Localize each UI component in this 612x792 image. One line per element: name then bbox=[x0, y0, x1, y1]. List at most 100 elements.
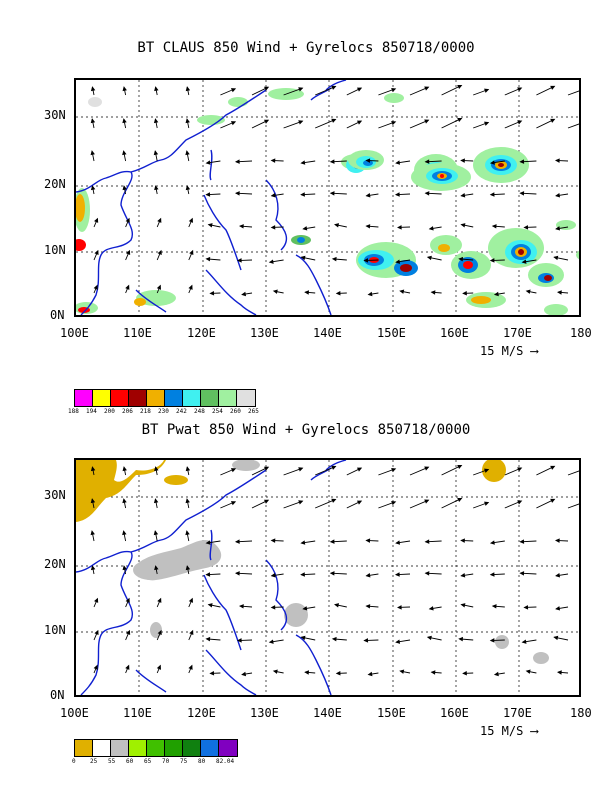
wind-vector-head bbox=[268, 639, 274, 644]
wind-vector bbox=[441, 85, 462, 96]
wind-vector-head bbox=[363, 258, 369, 263]
wind-vector-head bbox=[460, 193, 466, 198]
arrow-icon: ⟶ bbox=[530, 344, 538, 358]
panel2-lon-130e: 130E bbox=[250, 706, 279, 720]
panel1-lon-170e: 170E bbox=[503, 326, 532, 340]
wind-vector-head bbox=[356, 500, 363, 505]
wind-vector-head bbox=[230, 121, 237, 126]
wind-vector-head bbox=[209, 291, 215, 296]
panel1-colorbar-cell bbox=[93, 390, 111, 406]
panel1-colorbar-tick: 230 bbox=[158, 408, 169, 415]
wind-vector-head bbox=[188, 217, 193, 223]
wind-vector-head bbox=[424, 119, 430, 124]
wind-vector-head bbox=[424, 539, 430, 544]
panel1-colorbar-cell bbox=[75, 390, 93, 406]
panel1-colorbar-tick: 206 bbox=[122, 408, 133, 415]
panel2-colorbar-tick: 70 bbox=[162, 758, 170, 765]
wind-vector-head bbox=[122, 530, 127, 536]
wind-vector bbox=[315, 499, 336, 509]
wind-vector-head bbox=[189, 249, 194, 255]
wind-vector-head bbox=[185, 86, 191, 92]
wind-vector-head bbox=[457, 84, 463, 90]
panel1-lon-150e: 150E bbox=[377, 326, 406, 340]
wind-vector-head bbox=[185, 530, 190, 536]
wind-vector-head bbox=[298, 120, 304, 125]
wind-vector-head bbox=[268, 259, 274, 264]
panel1-lon-130e: 130E bbox=[250, 326, 279, 340]
wind-vector-head bbox=[205, 160, 211, 165]
wind-vector bbox=[441, 498, 462, 509]
wind-vector-head bbox=[525, 289, 531, 294]
wind-vector-head bbox=[517, 467, 523, 472]
panel2-lon-180: 180 bbox=[570, 706, 592, 720]
wind-vector-head bbox=[367, 291, 373, 297]
wind-vector bbox=[567, 123, 579, 129]
panel2-colorbar-cell bbox=[147, 740, 165, 756]
wind-vector bbox=[315, 119, 336, 129]
wind-vector-head bbox=[555, 573, 561, 578]
wind-vector bbox=[567, 90, 579, 96]
wind-vector-head bbox=[424, 86, 430, 91]
wind-vector-head bbox=[399, 669, 405, 674]
wind-vector-head bbox=[126, 249, 131, 255]
wind-vector-head bbox=[205, 192, 211, 197]
panel2-map-canvas bbox=[76, 460, 579, 695]
wind-vector-head bbox=[234, 539, 240, 544]
wind-vector-head bbox=[156, 284, 161, 290]
wind-vector-head bbox=[550, 85, 556, 90]
wind-vector-head bbox=[90, 565, 96, 571]
panel1-colorbar-tick: 254 bbox=[212, 408, 223, 415]
wind-vector-head bbox=[365, 224, 371, 229]
panel2-lon-120e: 120E bbox=[187, 706, 216, 720]
wind-vector-head bbox=[391, 500, 397, 506]
wind-vector-head bbox=[329, 191, 335, 196]
wind-vector-head bbox=[557, 290, 562, 295]
wind-vector-head bbox=[331, 465, 337, 470]
wind-vector-head bbox=[334, 603, 340, 608]
panel2-colorbar-cell bbox=[201, 740, 219, 756]
wind-vector-head bbox=[424, 499, 430, 504]
wind-vector-head bbox=[304, 670, 310, 675]
wind-vector-head bbox=[493, 671, 499, 677]
panel1-vector-ref-label: 15 M/S bbox=[480, 344, 524, 358]
wind-vector-head bbox=[426, 635, 432, 641]
wind-vector-head bbox=[555, 226, 561, 231]
panel1-colorbar-tick: 260 bbox=[230, 408, 241, 415]
wind-vector-head bbox=[517, 120, 523, 125]
panel2-lon-140e: 140E bbox=[313, 706, 342, 720]
wind-vector-head bbox=[270, 193, 276, 198]
panel2-colorbar-cell bbox=[111, 740, 129, 756]
wind-vector-head bbox=[122, 185, 127, 191]
wind-vector-head bbox=[519, 159, 525, 164]
wind-vector-head bbox=[300, 160, 306, 165]
wind-vector-head bbox=[189, 629, 194, 635]
wind-vector-head bbox=[94, 249, 99, 255]
wind-vector-head bbox=[122, 565, 127, 571]
wind-vector-head bbox=[234, 571, 240, 576]
wind-vector-head bbox=[300, 572, 305, 577]
wind-vector-head bbox=[391, 87, 397, 93]
panel2-lon-110e: 110E bbox=[123, 706, 152, 720]
wind-vector-head bbox=[188, 597, 193, 603]
wind-vector-head bbox=[484, 88, 490, 93]
wind-vector-head bbox=[550, 498, 556, 503]
panel2-lat-30n: 30N bbox=[44, 488, 66, 502]
panel1-colorbar-cell bbox=[111, 390, 129, 406]
wind-vector-head bbox=[331, 498, 337, 503]
panel1-lat-0n: 0N bbox=[50, 308, 65, 322]
wind-vector-head bbox=[519, 571, 525, 576]
wind-vector-head bbox=[550, 465, 556, 470]
wind-vector-head bbox=[517, 500, 523, 505]
wind-vector-head bbox=[555, 606, 561, 611]
wind-vector-head bbox=[122, 86, 127, 92]
wind-vector-head bbox=[460, 573, 466, 578]
wind-vector-head bbox=[395, 639, 401, 644]
wind-vector-head bbox=[94, 217, 99, 223]
panel2-map bbox=[74, 458, 581, 697]
wind-vector-head bbox=[523, 605, 529, 610]
wind-vector-head bbox=[521, 639, 527, 644]
wind-vector-head bbox=[430, 670, 436, 675]
wind-vector-head bbox=[125, 284, 130, 290]
wind-vector-head bbox=[300, 635, 306, 641]
wind-vector-head bbox=[154, 185, 159, 191]
